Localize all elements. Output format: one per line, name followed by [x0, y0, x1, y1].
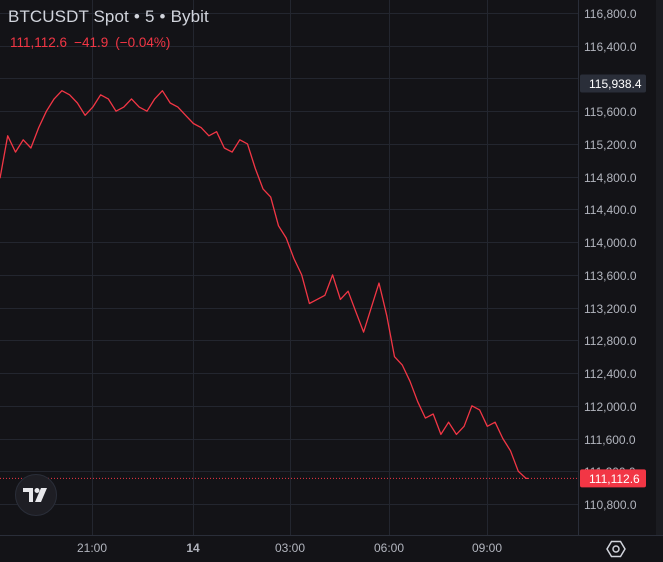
exchange-name: Bybit	[170, 7, 209, 26]
price-tick-label: 116,800.0	[584, 7, 637, 21]
last-price: 111,112.6	[10, 35, 68, 50]
chart-grid	[0, 0, 578, 535]
price-labels: 115,938.4 111,112.6	[580, 74, 646, 488]
price-tick-label: 114,000.0	[584, 236, 637, 250]
price-tick-label: 113,600.0	[584, 269, 637, 283]
price-tick-label: 113,200.0	[584, 302, 637, 316]
price-label-text: 111,112.6	[589, 472, 640, 486]
price-tick-label: 111,600.0	[584, 433, 636, 447]
price-tick-label: 112,400.0	[584, 367, 637, 381]
high-price-label: 115,938.4	[580, 74, 646, 93]
symbol-name[interactable]: BTCUSDT Spot	[8, 7, 129, 26]
chart-legend-title: BTCUSDT Spot • 5 • Bybit	[8, 7, 209, 27]
separator: •	[133, 7, 140, 26]
last-price-label: 111,112.6	[580, 469, 646, 488]
price-change-percent: (−0.04%)	[115, 35, 171, 50]
price-change: −41.9	[74, 35, 109, 50]
price-line	[0, 90, 528, 480]
time-tick-label: 14	[186, 541, 200, 555]
price-tick-label: 115,600.0	[584, 105, 637, 119]
time-tick-label: 21:00	[77, 541, 107, 555]
tradingview-logo[interactable]	[15, 474, 57, 516]
time-tick-label: 03:00	[275, 541, 305, 555]
price-tick-label: 110,800.0	[584, 498, 637, 512]
time-tick-label: 09:00	[472, 541, 502, 555]
price-label-box	[580, 469, 646, 488]
price-tick-label: 114,400.0	[584, 203, 637, 217]
price-axis[interactable]: 116,800.0116,400.0116,000.0115,600.0115,…	[584, 7, 637, 512]
quote-values: 111,112.6 −41.9 (−0.04%)	[10, 35, 177, 50]
price-tick-label: 114,800.0	[584, 171, 637, 185]
tradingview-logo-icon	[23, 488, 47, 502]
price-tick-label: 112,000.0	[584, 400, 637, 414]
price-tick-label: 112,800.0	[584, 334, 637, 348]
side-toolbar-edge	[656, 0, 663, 535]
price-label-box	[580, 74, 646, 93]
chart-settings-button[interactable]	[604, 538, 628, 560]
price-tick-label: 115,200.0	[584, 138, 637, 152]
time-axis[interactable]: 21:00 14 03:00 06:00 09:00	[77, 541, 502, 555]
price-tick-label: 116,400.0	[584, 40, 637, 54]
price-label-text: 115,938.4	[589, 77, 642, 91]
time-tick-label: 06:00	[374, 541, 404, 555]
separator: •	[159, 7, 166, 26]
interval-label[interactable]: 5	[144, 7, 155, 26]
settings-icon	[606, 540, 626, 558]
